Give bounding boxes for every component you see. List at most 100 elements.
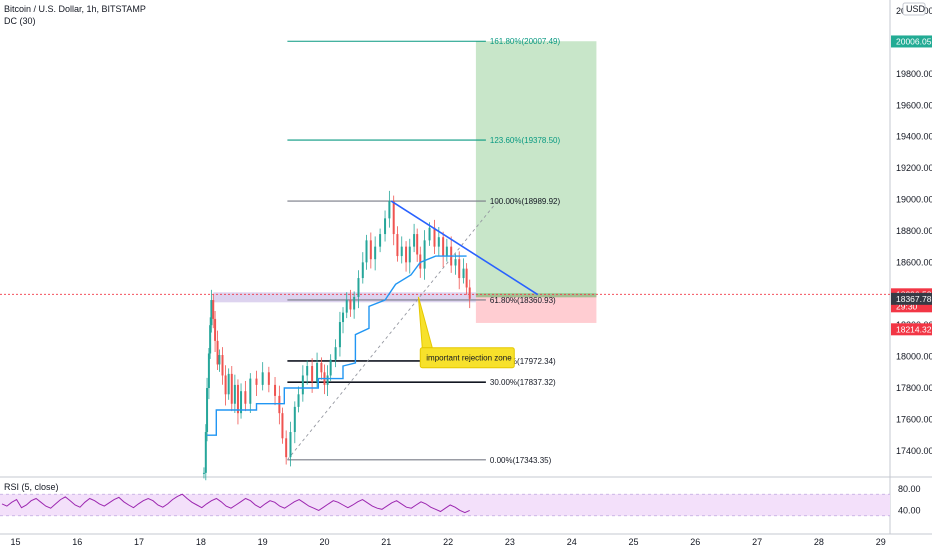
candle-18[interactable] bbox=[249, 378, 252, 404]
fib-label-6: 0.00%(17343.35) bbox=[490, 456, 552, 465]
price-tick-8: 19000.00 bbox=[896, 195, 932, 205]
candle-27[interactable] bbox=[293, 406, 296, 433]
candle-61[interactable] bbox=[433, 227, 436, 247]
candle-22[interactable] bbox=[274, 384, 277, 396]
descending-trendline[interactable] bbox=[390, 200, 539, 296]
price-tick-2: 17800.00 bbox=[896, 383, 932, 393]
candle-28[interactable] bbox=[297, 394, 300, 407]
candle-41[interactable] bbox=[349, 300, 352, 310]
candle-44[interactable] bbox=[361, 262, 364, 279]
candle-46[interactable] bbox=[369, 240, 372, 260]
fib-label-2: 100.00%(18989.92) bbox=[490, 197, 561, 206]
candle-47[interactable] bbox=[374, 246, 377, 260]
candle-19[interactable] bbox=[255, 378, 258, 385]
candle-8[interactable] bbox=[216, 340, 219, 365]
candle-33[interactable] bbox=[320, 362, 323, 373]
candle-53[interactable] bbox=[400, 246, 403, 257]
currency-button[interactable] bbox=[902, 2, 926, 16]
candle-21[interactable] bbox=[267, 372, 270, 385]
entry-band bbox=[213, 292, 476, 303]
candle-52[interactable] bbox=[396, 234, 399, 257]
annotation-pointer bbox=[417, 296, 433, 349]
candle-12[interactable] bbox=[227, 373, 230, 395]
currency-label: USD bbox=[906, 4, 926, 14]
price-tick-0: 17400.00 bbox=[896, 446, 932, 456]
candle-2[interactable] bbox=[206, 388, 209, 433]
candle-38[interactable] bbox=[338, 322, 341, 348]
price-tag-label-4: 18214.32 bbox=[896, 324, 932, 334]
candle-31[interactable] bbox=[311, 366, 314, 382]
time-tick-5: 20 bbox=[319, 537, 329, 547]
candle-42[interactable] bbox=[353, 296, 356, 310]
candle-5[interactable] bbox=[210, 300, 213, 326]
candle-62[interactable] bbox=[437, 237, 440, 247]
candle-11[interactable] bbox=[224, 375, 227, 395]
candle-20[interactable] bbox=[261, 372, 264, 385]
candle-32[interactable] bbox=[316, 362, 319, 382]
candle-17[interactable] bbox=[244, 391, 247, 404]
candle-66[interactable] bbox=[454, 259, 457, 266]
price-tag-label-0: 20006.05 bbox=[896, 36, 932, 46]
candle-64[interactable] bbox=[445, 246, 448, 257]
fib-label-0: 161.80%(20007.49) bbox=[490, 37, 561, 46]
candle-9[interactable] bbox=[218, 355, 221, 365]
candle-43[interactable] bbox=[357, 278, 360, 297]
candle-10[interactable] bbox=[221, 355, 224, 376]
candle-37[interactable] bbox=[334, 347, 337, 360]
candle-60[interactable] bbox=[428, 227, 431, 241]
candle-26[interactable] bbox=[289, 432, 292, 458]
candle-40[interactable] bbox=[345, 300, 348, 313]
candle-54[interactable] bbox=[405, 246, 408, 263]
candle-68[interactable] bbox=[462, 268, 465, 279]
candle-15[interactable] bbox=[236, 384, 239, 414]
candle-39[interactable] bbox=[342, 312, 345, 323]
candle-36[interactable] bbox=[329, 359, 332, 376]
candle-35[interactable] bbox=[326, 375, 329, 385]
fib-diagonal bbox=[287, 200, 498, 461]
candle-57[interactable] bbox=[416, 234, 419, 255]
candle-48[interactable] bbox=[379, 234, 382, 247]
candle-4[interactable] bbox=[209, 325, 212, 354]
fib-label-3: 61.80%(18360.93) bbox=[490, 296, 556, 305]
rsi-title: RSI (5, close) bbox=[4, 482, 59, 492]
price-tick-10: 19400.00 bbox=[896, 132, 932, 142]
annotation-box[interactable] bbox=[419, 347, 515, 369]
candle-1[interactable] bbox=[204, 432, 207, 473]
candle-25[interactable] bbox=[285, 438, 288, 458]
time-tick-13: 28 bbox=[814, 537, 824, 547]
candle-55[interactable] bbox=[408, 246, 411, 263]
time-tick-2: 17 bbox=[134, 537, 144, 547]
time-tick-7: 22 bbox=[443, 537, 453, 547]
candle-0[interactable] bbox=[202, 472, 205, 474]
rsi-tick-0: 40.00 bbox=[898, 505, 921, 515]
candle-24[interactable] bbox=[281, 413, 284, 439]
candle-70[interactable] bbox=[468, 287, 471, 299]
time-tick-1: 16 bbox=[72, 537, 82, 547]
candle-16[interactable] bbox=[240, 391, 243, 414]
candle-14[interactable] bbox=[233, 384, 236, 404]
candle-30[interactable] bbox=[306, 366, 309, 376]
rsi-band bbox=[0, 494, 890, 516]
candle-50[interactable] bbox=[388, 201, 391, 219]
candle-69[interactable] bbox=[465, 268, 468, 288]
candle-49[interactable] bbox=[384, 218, 387, 235]
rsi-tick-1: 80.00 bbox=[898, 484, 921, 494]
candle-6[interactable] bbox=[212, 300, 215, 319]
candle-23[interactable] bbox=[278, 395, 281, 414]
candle-67[interactable] bbox=[458, 259, 461, 279]
candle-13[interactable] bbox=[230, 373, 233, 404]
candle-63[interactable] bbox=[442, 237, 445, 257]
price-tag-label-3: 18367.78 bbox=[896, 294, 932, 304]
fib-label-5: 30.00%(17837.32) bbox=[490, 378, 556, 387]
candle-56[interactable] bbox=[413, 234, 416, 247]
candle-29[interactable] bbox=[301, 375, 304, 395]
candle-59[interactable] bbox=[423, 240, 426, 269]
candle-3[interactable] bbox=[207, 353, 210, 389]
candle-51[interactable] bbox=[392, 201, 395, 235]
donchian-channel-line bbox=[207, 255, 467, 436]
candle-7[interactable] bbox=[214, 318, 217, 341]
rsi-line bbox=[1, 493, 470, 514]
candle-45[interactable] bbox=[365, 240, 368, 263]
price-tick-1: 17600.00 bbox=[896, 414, 932, 424]
